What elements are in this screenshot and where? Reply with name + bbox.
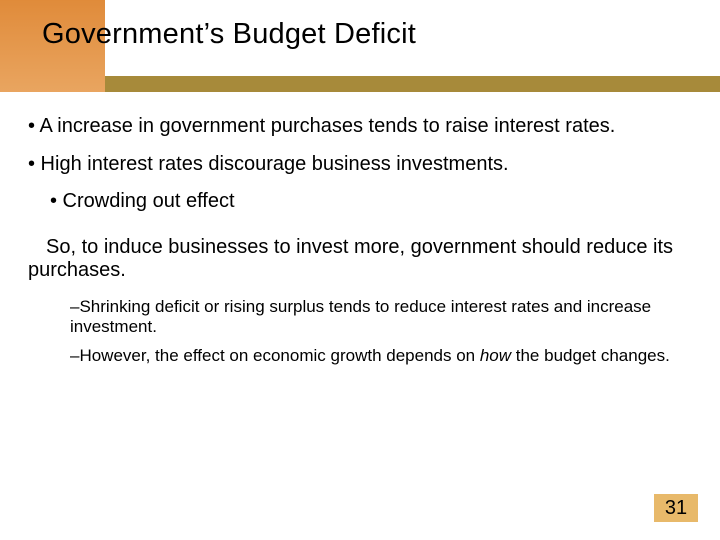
sub-bullet: –Shrinking deficit or rising surplus ten… [70, 297, 692, 338]
sub-bullet: –However, the effect on economic growth … [70, 346, 692, 366]
bullet-level2: • Crowding out effect [50, 190, 692, 214]
bullet-level1: • A increase in government purchases ten… [28, 115, 692, 139]
slide-content: • A increase in government purchases ten… [28, 115, 692, 374]
page-number-box: 31 [654, 494, 698, 522]
sub-bullet-italic: how [480, 346, 511, 365]
bullet-level1: • High interest rates discourage busines… [28, 153, 692, 177]
sub-bullet-text: the budget changes. [511, 346, 670, 365]
sub-bullet-text: –However, the effect on economic growth … [70, 346, 480, 365]
header-olive-bar [105, 76, 720, 92]
body-paragraph: So, to induce businesses to invest more,… [28, 236, 692, 283]
page-number: 31 [665, 497, 687, 520]
slide-title: Government’s Budget Deficit [42, 18, 416, 51]
